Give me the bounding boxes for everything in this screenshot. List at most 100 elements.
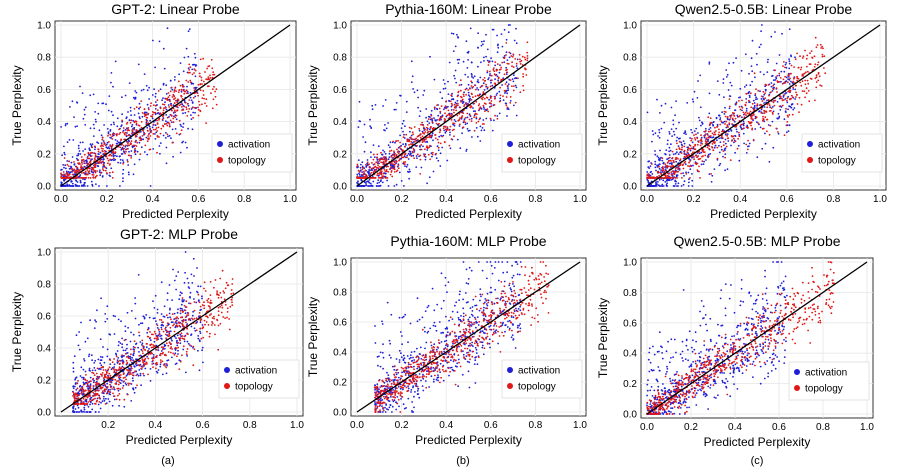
point-topology	[439, 142, 442, 145]
point-activation	[197, 337, 200, 340]
point-activation	[104, 313, 107, 315]
point-topology	[404, 146, 406, 148]
point-topology	[524, 58, 527, 61]
point-activation	[443, 82, 446, 85]
point-topology	[185, 353, 188, 356]
x-tick-label: 0.6	[780, 194, 794, 205]
point-activation	[678, 121, 680, 124]
point-topology	[647, 173, 650, 175]
point-topology	[153, 104, 155, 107]
point-activation	[190, 334, 192, 336]
point-activation	[183, 56, 186, 59]
point-activation	[785, 80, 788, 83]
point-activation	[195, 301, 198, 304]
point-topology	[671, 157, 674, 159]
point-topology	[770, 91, 772, 94]
point-topology	[436, 138, 439, 141]
point-activation	[698, 116, 700, 119]
point-topology	[781, 97, 783, 100]
point-activation	[110, 72, 113, 74]
point-activation	[491, 84, 494, 87]
point-activation	[658, 159, 661, 162]
point-activation	[127, 111, 129, 113]
point-topology	[679, 164, 682, 167]
point-activation	[476, 135, 479, 138]
point-activation	[654, 132, 657, 135]
point-topology	[457, 104, 459, 106]
point-activation	[505, 73, 508, 75]
point-topology	[410, 155, 413, 158]
point-topology	[778, 105, 781, 108]
point-topology	[759, 103, 762, 106]
point-activation	[153, 88, 156, 91]
point-topology	[500, 66, 503, 69]
point-activation	[787, 108, 789, 111]
point-topology	[427, 130, 430, 133]
point-topology	[804, 79, 807, 82]
point-topology	[688, 161, 690, 164]
point-topology	[721, 130, 723, 133]
point-topology	[123, 138, 125, 141]
point-topology	[459, 117, 461, 119]
point-topology	[169, 90, 172, 93]
point-activation	[166, 292, 169, 295]
point-activation	[399, 134, 401, 137]
point-activation	[162, 97, 164, 99]
point-topology	[800, 103, 803, 106]
point-topology	[111, 135, 113, 138]
point-topology	[693, 148, 696, 151]
point-topology	[115, 134, 118, 137]
point-activation	[372, 180, 375, 183]
point-topology	[497, 77, 500, 80]
point-topology	[764, 116, 767, 119]
point-activation	[735, 128, 738, 131]
point-topology	[167, 122, 170, 124]
point-topology	[179, 133, 182, 135]
point-activation	[429, 116, 431, 119]
point-topology	[168, 125, 171, 128]
point-topology	[782, 65, 784, 67]
point-topology	[689, 177, 691, 179]
point-activation	[482, 82, 485, 85]
point-activation	[112, 85, 114, 88]
point-topology	[131, 132, 133, 135]
point-topology	[156, 151, 158, 154]
point-activation	[103, 398, 105, 400]
point-topology	[130, 353, 132, 356]
y-tick-label: 0.2	[623, 149, 637, 160]
point-activation	[357, 159, 360, 162]
point-topology	[496, 117, 499, 120]
point-activation	[93, 362, 96, 364]
point-activation	[117, 389, 120, 392]
point-activation	[389, 141, 392, 144]
point-activation	[121, 346, 124, 349]
point-topology	[383, 156, 386, 159]
point-activation	[358, 172, 360, 175]
point-topology	[693, 134, 695, 137]
point-topology	[484, 110, 486, 112]
point-activation	[450, 105, 453, 108]
point-activation	[142, 88, 145, 91]
point-topology	[62, 171, 65, 173]
point-topology	[90, 151, 93, 154]
point-topology	[422, 124, 425, 126]
point-activation	[683, 174, 685, 177]
point-activation	[788, 83, 791, 85]
point-activation	[116, 140, 119, 143]
point-activation	[145, 346, 148, 349]
point-activation	[113, 123, 115, 126]
point-activation	[152, 39, 154, 42]
point-activation	[471, 75, 473, 78]
point-topology	[819, 84, 822, 87]
point-activation	[161, 99, 164, 102]
point-activation	[418, 115, 421, 117]
point-topology	[453, 135, 455, 138]
point-activation	[468, 95, 471, 98]
point-activation	[168, 116, 170, 118]
point-activation	[505, 81, 508, 84]
point-activation	[365, 181, 368, 183]
point-activation	[788, 62, 791, 65]
point-activation	[691, 179, 694, 182]
point-topology	[774, 99, 777, 102]
point-activation	[666, 158, 668, 161]
